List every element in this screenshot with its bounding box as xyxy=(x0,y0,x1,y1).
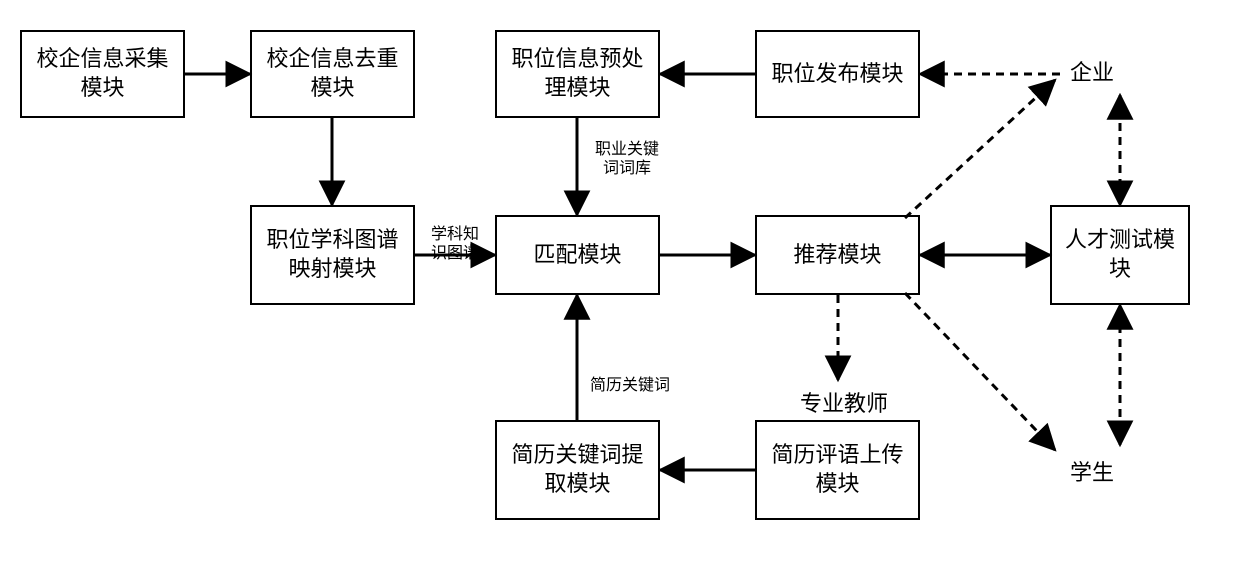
edge-label-career-kw: 职业关键词词库 xyxy=(584,140,670,178)
node-resume-keyword-extract: 简历关键词提取模块 xyxy=(495,420,660,520)
node-school-enterprise-dedup: 校企信息去重模块 xyxy=(250,30,415,118)
label-enterprise: 企业 xyxy=(1070,55,1114,87)
edge-label-subject-kg: 学科知识图谱 xyxy=(418,225,492,263)
arrow-recommend-to-enterprise xyxy=(905,80,1055,218)
node-resume-comment-upload: 简历评语上传模块 xyxy=(755,420,920,520)
edge-label-resume-kw: 简历关键词 xyxy=(590,376,670,395)
label-teacher: 专业教师 xyxy=(800,386,888,418)
node-matching: 匹配模块 xyxy=(495,215,660,295)
node-job-info-preprocess: 职位信息预处理模块 xyxy=(495,30,660,118)
label-student: 学生 xyxy=(1070,455,1114,487)
node-recommend: 推荐模块 xyxy=(755,215,920,295)
node-talent-test: 人才测试模块 xyxy=(1050,205,1190,305)
node-school-enterprise-collect: 校企信息采集模块 xyxy=(20,30,185,118)
node-job-posting: 职位发布模块 xyxy=(755,30,920,118)
arrow-recommend-to-student xyxy=(905,293,1055,450)
node-job-subject-mapping: 职位学科图谱映射模块 xyxy=(250,205,415,305)
